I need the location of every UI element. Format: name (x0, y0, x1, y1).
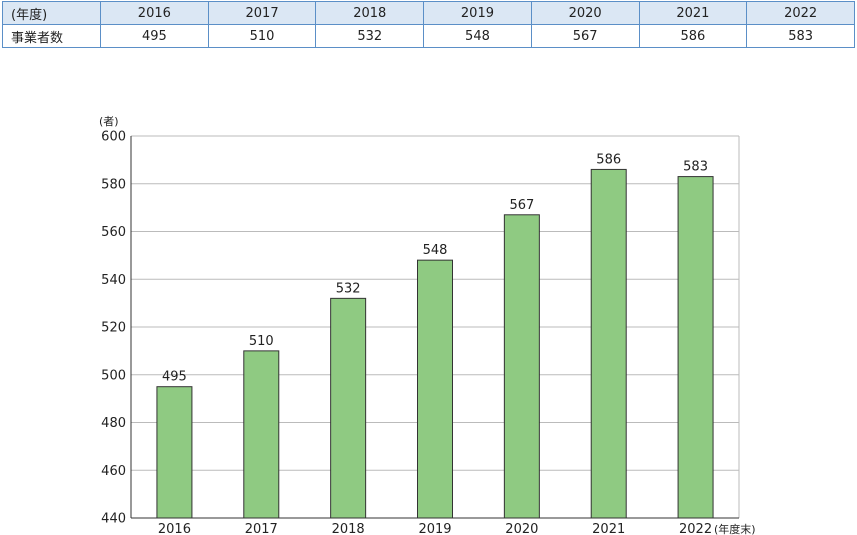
table-cell-value: 548 (423, 24, 532, 48)
table-cell-value: 495 (100, 24, 209, 48)
y-tick-label: 560 (101, 225, 126, 240)
y-tick-label: 520 (101, 321, 126, 336)
table-cell-value: 567 (530, 24, 640, 48)
bars (156, 168, 714, 519)
data-label: 532 (336, 281, 361, 296)
table-header-year: 2021 (638, 1, 748, 25)
y-tick-label: 540 (101, 273, 126, 288)
bar (243, 350, 280, 519)
bar (156, 386, 193, 519)
table-row: 事業者数 495 510 532 548 567 586 583 (2, 24, 855, 48)
y-tick-label: 500 (101, 368, 126, 383)
y-tick-label: 460 (101, 464, 126, 479)
bar (503, 214, 540, 519)
x-tick-label: 2021 (592, 522, 625, 535)
y-tick-label: 440 (101, 512, 126, 527)
data-label: 583 (683, 160, 708, 175)
y-tick-label: 480 (101, 416, 126, 431)
table-row-label: 事業者数 (2, 24, 101, 48)
table-header-row: (年度) 2016 2017 2018 2019 2020 2021 2022 (2, 1, 855, 25)
data-label: 567 (509, 198, 534, 213)
bar (330, 297, 367, 519)
data-label: 586 (596, 152, 621, 167)
table-cell-value: 586 (638, 24, 748, 48)
data-label: 495 (162, 370, 187, 385)
x-tick-label: 2020 (505, 522, 538, 535)
y-tick-label: 600 (101, 130, 126, 145)
x-tick-label: 2022 (679, 522, 712, 535)
x-tick-label: 2019 (418, 522, 451, 535)
table-header-year: 2019 (423, 1, 532, 25)
bar (417, 259, 453, 519)
y-tick-label: 580 (101, 177, 126, 192)
data-label: 548 (423, 243, 448, 258)
x-axis-label: (年度末) (714, 522, 756, 535)
summary-table: (年度) 2016 2017 2018 2019 2020 2021 2022 … (2, 1, 855, 48)
y-tick-labels: 440 460 480 500 520 540 560 580 600 (101, 130, 126, 527)
x-tick-labels: 2016 2017 2018 2019 2020 2021 2022 (158, 522, 712, 535)
data-labels: 495 510 532 548 567 586 583 (162, 152, 708, 384)
data-label: 510 (249, 334, 274, 349)
x-tick-label: 2017 (245, 522, 278, 535)
bar (677, 176, 714, 519)
y-axis-label: (者) (99, 115, 119, 128)
table-header-year: 2018 (315, 1, 425, 25)
table-cell-value: 583 (746, 24, 855, 48)
x-tick-label: 2016 (158, 522, 191, 535)
table-header-label: (年度) (2, 1, 101, 25)
x-tick-label: 2018 (332, 522, 365, 535)
table-cell-value: 532 (315, 24, 425, 48)
bar (590, 168, 627, 519)
table-cell-value: 510 (207, 24, 317, 48)
